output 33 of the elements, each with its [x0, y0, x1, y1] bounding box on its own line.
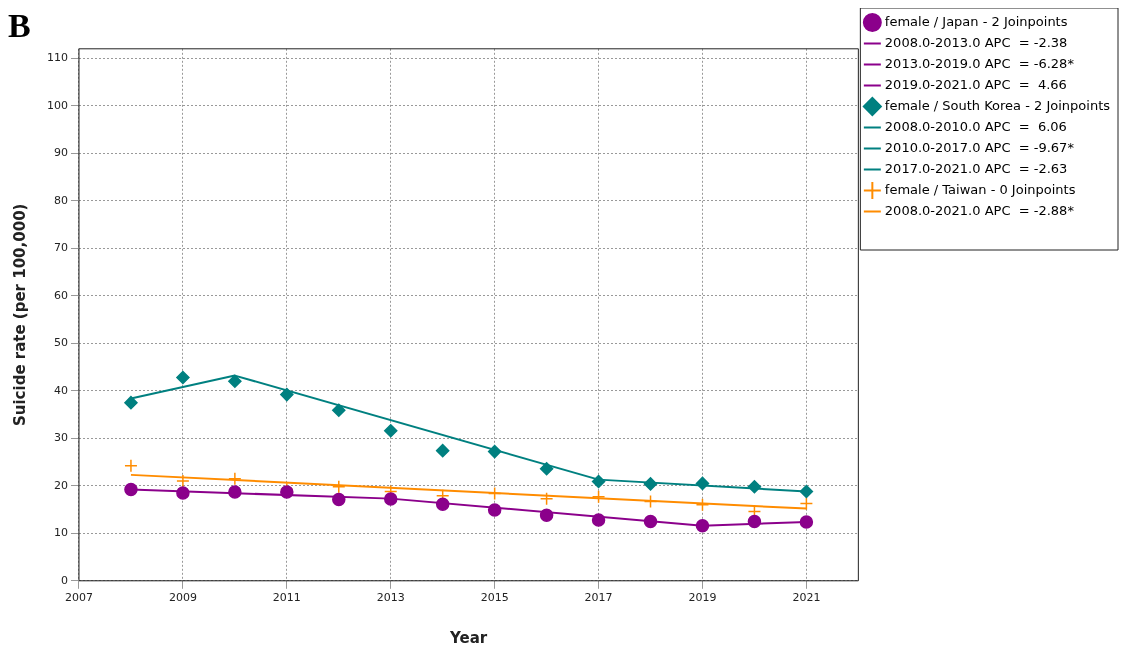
chart-title: B: [8, 7, 31, 45]
y-tick-label: 90: [54, 146, 68, 160]
legend-label: 2008.0-2021.0 APC = -2.88*: [884, 202, 1075, 218]
y-tick-label: 20: [54, 478, 68, 492]
legend-label: female / Japan - 2 Joinpoints: [884, 13, 1068, 29]
x-tick-label: 2007: [65, 591, 93, 605]
y-tick-label: 0: [61, 573, 68, 587]
y-tick-label: 100: [47, 98, 68, 112]
x-tick-label: 2017: [584, 591, 613, 605]
x-tick-label: 2019: [688, 591, 717, 605]
legend-label: 2013.0-2019.0 APC = -6.28*: [884, 55, 1075, 71]
legend-label: 2019.0-2021.0 APC = 4.66: [884, 76, 1067, 92]
x-tick-label: 2015: [480, 591, 509, 605]
x-axis-title: Year: [449, 628, 488, 647]
legend-label: 2008.0-2010.0 APC = 6.06: [884, 118, 1067, 134]
legend-label: female / Taiwan - 0 Joinpoints: [884, 181, 1076, 197]
x-tick-label: 2013: [376, 591, 405, 605]
x-tick-label: 2009: [168, 591, 197, 605]
x-tick-label: 2011: [272, 591, 301, 605]
legend-label: 2017.0-2021.0 APC = -2.63: [884, 160, 1068, 176]
x-tick-label: 2021: [792, 591, 821, 605]
y-tick-label: 40: [54, 383, 68, 397]
legend-label: female / South Korea - 2 Joinpoints: [884, 97, 1111, 113]
y-tick-label: 60: [54, 288, 68, 302]
y-tick-label: 80: [54, 193, 68, 207]
y-tick-label: 50: [54, 336, 68, 350]
y-tick-label: 110: [47, 51, 68, 65]
y-tick-label: 10: [54, 526, 68, 540]
y-axis-title: Suicide rate (per 100,000): [10, 203, 29, 427]
y-tick-label: 30: [54, 431, 68, 445]
y-tick-label: 70: [54, 241, 68, 255]
legend-label: 2008.0-2013.0 APC = -2.38: [884, 34, 1068, 50]
legend-label: 2010.0-2017.0 APC = -9.67*: [884, 139, 1075, 155]
